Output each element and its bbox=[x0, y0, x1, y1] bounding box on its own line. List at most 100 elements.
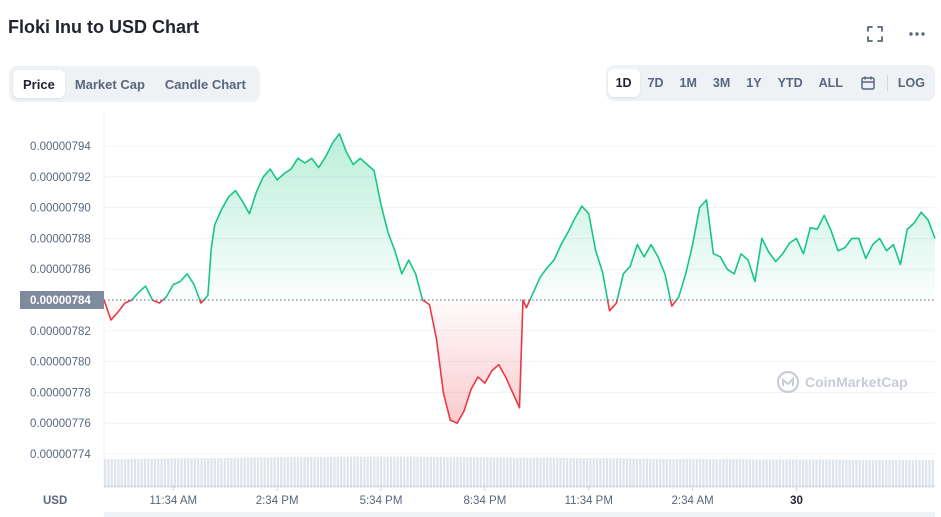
volume-bar bbox=[193, 458, 196, 488]
volume-bar bbox=[389, 456, 393, 488]
volume-bar bbox=[226, 458, 230, 488]
range-all[interactable]: ALL bbox=[818, 76, 843, 90]
volume-bar bbox=[762, 459, 765, 488]
volume-bar bbox=[320, 457, 323, 488]
volume-bar bbox=[898, 460, 901, 488]
volume-bar bbox=[918, 460, 921, 488]
volume-bar bbox=[652, 458, 655, 488]
volume-bar bbox=[559, 457, 562, 488]
range-7d[interactable]: 7D bbox=[647, 76, 664, 90]
volume-bar bbox=[675, 458, 678, 488]
range-1d[interactable]: 1D bbox=[607, 69, 640, 97]
volume-bar bbox=[177, 458, 180, 488]
volume-bar bbox=[462, 457, 466, 488]
volume-bar bbox=[303, 457, 306, 488]
volume-bar bbox=[207, 458, 210, 488]
y-tick-label: 0.00000790 bbox=[30, 203, 91, 215]
volume-bar bbox=[582, 458, 585, 488]
range-1y[interactable]: 1Y bbox=[746, 76, 762, 90]
volume-bar bbox=[393, 456, 396, 488]
toolbar-divider bbox=[886, 75, 888, 91]
volume-bar bbox=[170, 458, 173, 488]
volume-bar bbox=[433, 456, 436, 488]
volume-bar bbox=[845, 459, 848, 488]
area-above bbox=[104, 133, 935, 300]
volume-bar bbox=[456, 457, 459, 488]
volume-bar bbox=[369, 456, 373, 488]
volume-bar bbox=[718, 458, 722, 488]
currency-label: USD bbox=[43, 495, 67, 507]
volume-bar bbox=[868, 460, 871, 488]
volume-bar bbox=[748, 459, 752, 488]
volume-bar bbox=[476, 457, 479, 488]
volume-bar bbox=[802, 459, 805, 488]
volume-bar bbox=[536, 457, 539, 488]
volume-bar bbox=[403, 456, 406, 488]
volume-bar bbox=[296, 457, 300, 488]
volume-bar bbox=[306, 457, 309, 488]
volume-bar bbox=[366, 456, 369, 488]
volume-bar bbox=[486, 457, 489, 488]
volume-bar bbox=[825, 459, 828, 488]
volume-bar bbox=[466, 457, 469, 488]
volume-bar bbox=[865, 460, 868, 488]
volume-bar bbox=[293, 457, 296, 488]
volume-bar bbox=[685, 458, 688, 488]
tab-price[interactable]: Price bbox=[13, 70, 65, 98]
x-tick-label: 11:34 AM bbox=[149, 495, 197, 507]
x-tick-label: 2:34 AM bbox=[672, 495, 714, 507]
volume-bar bbox=[516, 457, 519, 488]
volume-bar bbox=[506, 457, 509, 488]
volume-bar bbox=[250, 457, 253, 488]
volume-bar bbox=[137, 458, 140, 488]
calendar-button[interactable] bbox=[851, 69, 885, 97]
volume-bar bbox=[639, 458, 642, 488]
range-1m[interactable]: 1M bbox=[679, 76, 697, 90]
volume-bar bbox=[612, 458, 615, 488]
volume-bar bbox=[416, 456, 419, 488]
watermark-text: CoinMarketCap bbox=[805, 374, 908, 390]
more-icon[interactable] bbox=[907, 24, 927, 44]
reference-label: 0.00000784 bbox=[30, 295, 91, 307]
volume-bar bbox=[752, 459, 755, 488]
volume-bar bbox=[187, 458, 190, 488]
volume-bar bbox=[851, 459, 855, 488]
volume-bar bbox=[605, 458, 609, 488]
volume-bar bbox=[858, 459, 861, 488]
volume-bar bbox=[439, 457, 442, 488]
volume-bar bbox=[572, 458, 575, 488]
volume-bar bbox=[379, 456, 383, 488]
volume-bar bbox=[300, 457, 303, 488]
volume-bar bbox=[665, 458, 668, 488]
volume-bar bbox=[233, 457, 236, 488]
range-ytd[interactable]: YTD bbox=[777, 76, 803, 90]
range-3m[interactable]: 3M bbox=[712, 76, 731, 90]
volume-bar bbox=[133, 458, 137, 488]
volume-bar bbox=[742, 459, 745, 488]
volume-bar bbox=[615, 458, 619, 488]
x-axis: USD 11:34 AM 2:34 PM 5:34 PM 8:34 PM 11:34 PM… bbox=[43, 485, 935, 517]
volume-bar bbox=[821, 459, 825, 488]
x-tick-label: 30 bbox=[790, 495, 803, 507]
volume-bar bbox=[509, 457, 512, 488]
volume-bar bbox=[635, 458, 639, 488]
volume-bar bbox=[695, 458, 698, 488]
volume-bar bbox=[383, 456, 386, 488]
volume-bar bbox=[725, 458, 728, 488]
tab-market-cap[interactable]: Market Cap bbox=[74, 76, 145, 92]
tab-candle-chart[interactable]: Candle Chart bbox=[164, 76, 246, 92]
volume-bar bbox=[419, 456, 423, 488]
price-area bbox=[104, 133, 935, 424]
log-scale-toggle[interactable]: LOG bbox=[897, 76, 925, 90]
volume-bar bbox=[828, 459, 831, 488]
volume-bar bbox=[795, 459, 798, 488]
volume-bar bbox=[728, 458, 732, 488]
volume-bar bbox=[692, 458, 695, 488]
fullscreen-icon[interactable] bbox=[865, 24, 885, 44]
volume-bar bbox=[323, 456, 326, 488]
volume-bar bbox=[492, 457, 496, 488]
y-axis: 0.00000774 0.00000776 0.00000778 0.00000780… bbox=[30, 141, 91, 461]
volume-bar bbox=[619, 458, 622, 488]
volume-bar bbox=[399, 456, 403, 488]
volume-bar bbox=[246, 457, 250, 488]
